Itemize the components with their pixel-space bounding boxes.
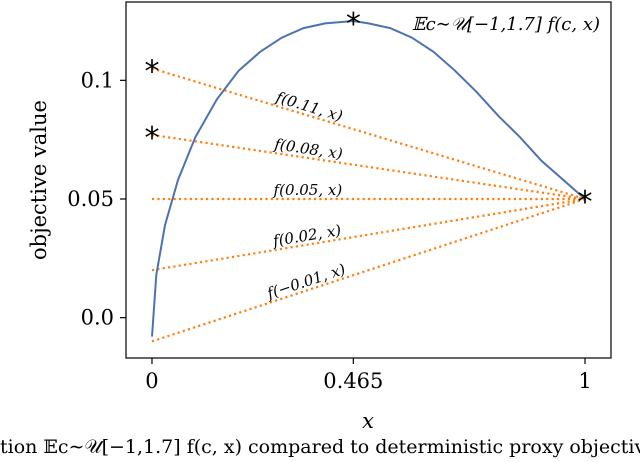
proxy-line [151, 67, 586, 201]
x-tick-label: 1 [578, 369, 591, 393]
plot-frame [125, 1, 612, 359]
proxy-line [151, 197, 586, 272]
chart-svg: f(0.11, x)f(0.08, x)f(0.05, x)f(0.02, x)… [27, 1, 612, 433]
star-marker: * [578, 185, 593, 220]
star-marker: * [144, 121, 159, 156]
plot-area: f(0.11, x)f(0.08, x)f(0.05, x)f(0.02, x)… [144, 7, 600, 343]
expected-objective-curve [151, 19, 586, 337]
x-tick-label: 0.465 [323, 369, 383, 393]
proxy-line [151, 133, 586, 201]
star-marker: * [144, 54, 159, 89]
proxy-label: f(0.11, x) [273, 88, 345, 125]
expected-curve-label: 𝔼c∼𝒰[−1,1.7] f(c, x) [412, 14, 600, 35]
y-axis-label: objective value [27, 100, 51, 260]
x-tick-label: 0 [145, 369, 158, 393]
proxy-label: f(0.05, x) [273, 181, 343, 199]
figure-caption: tion 𝔼c∼𝒰[−1,1.7] f(c, x) compared to de… [0, 436, 640, 458]
y-tick-label: 0.0 [81, 306, 114, 330]
axis-ticks: 0 0.465 1 0.0 0.05 0.1 [67, 68, 591, 393]
y-tick-label: 0.1 [81, 68, 114, 92]
proxy-label: f(−0.01, x) [264, 260, 348, 303]
y-tick-label: 0.05 [67, 187, 114, 211]
proxy-line [151, 197, 586, 343]
star-marker: * [346, 7, 361, 42]
x-axis-label: x [362, 409, 374, 433]
proxy-label: f(0.02, x) [271, 221, 343, 250]
